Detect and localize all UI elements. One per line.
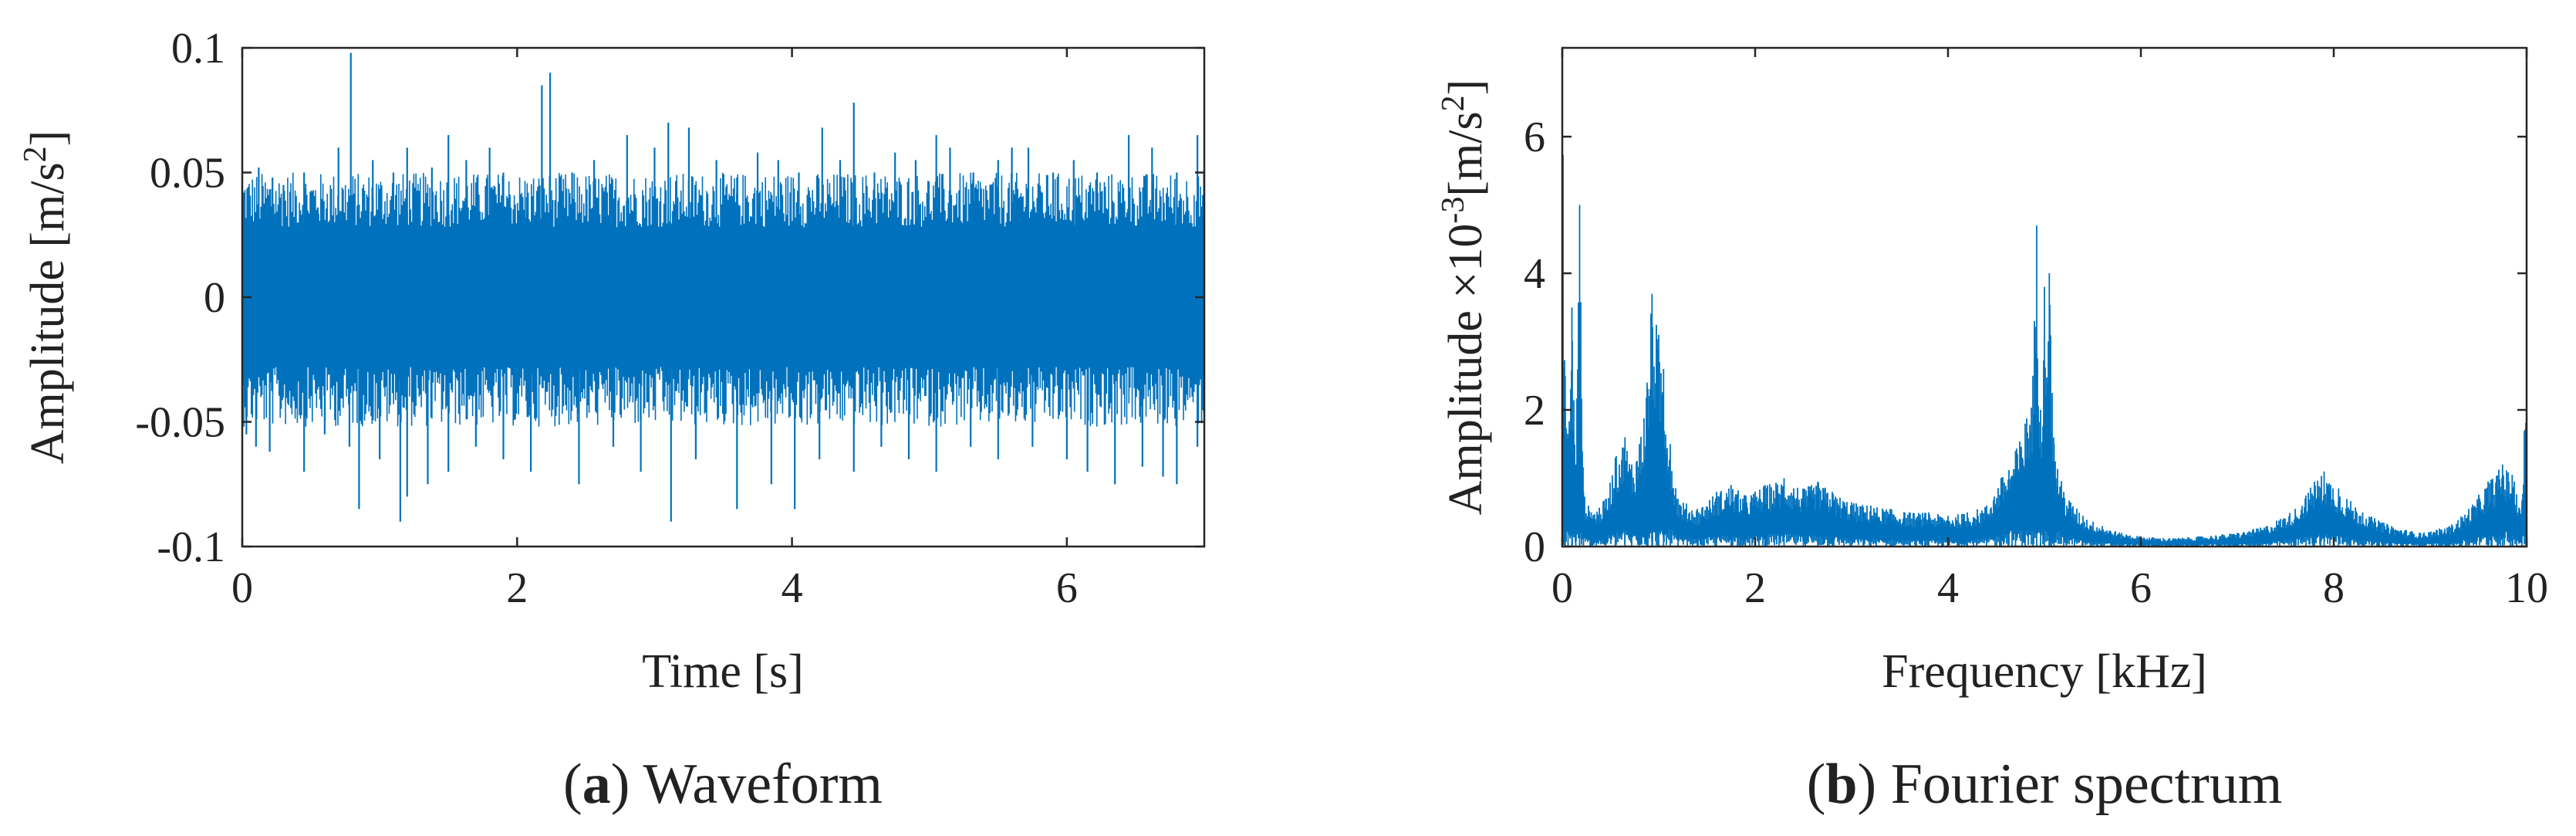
waveform-ylabel-main: Amplitude [m/s [22, 162, 74, 464]
waveform-ticks: 0 2 4 6 -0.1 -0.05 0 0.05 0.1 [135, 25, 1204, 612]
spectrum-axes-box [1561, 46, 2528, 548]
waveform-ylabel-end: ] [22, 130, 74, 147]
waveform-ytick-label: -0.05 [135, 399, 225, 447]
waveform-xtick-label: 2 [506, 564, 528, 612]
spectrum-xtick-label: 2 [1744, 564, 1766, 612]
waveform-noise [241, 172, 1205, 427]
spectrum-ytick-label: 4 [1524, 250, 1545, 298]
waveform-panel: 0 2 4 6 -0.1 -0.05 0 0.05 0.1 Time [s] Amplitude… [18, 25, 1206, 816]
spectrum-ylabel-sup1: -3 [1436, 197, 1471, 224]
spectrum-xtick-label: 4 [1937, 564, 1959, 612]
spectrum-series [1561, 54, 2527, 547]
waveform-ytick-label: 0 [204, 274, 225, 322]
spectrum-xtick-label: 6 [2130, 564, 2152, 612]
waveform-xtick-label: 0 [231, 564, 253, 612]
waveform-xlabel: Time [s] [642, 645, 804, 698]
waveform-ylabel: Amplitude [m/s2] [18, 130, 74, 465]
spectrum-ylabel-main: Amplitude ×10 [1440, 224, 1492, 516]
spectrum-line [1561, 54, 2527, 547]
spectrum-xlabel: Frequency [kHz] [1882, 645, 2207, 698]
spectrum-ylabel-end: ] [1440, 80, 1492, 96]
waveform-xtick-label: 4 [782, 564, 803, 612]
waveform-caption-text: Waveform [643, 753, 883, 816]
spectrum-xtick-label: 10 [2505, 564, 2548, 612]
spectrum-xtick-label: 8 [2323, 564, 2345, 612]
spectrum-caption: (b) Fourier spectrum [1807, 753, 2283, 816]
waveform-ylabel-sup: 2 [18, 146, 53, 162]
spectrum-caption-letter: b [1825, 753, 1857, 816]
spectrum-ytick-label: 0 [1524, 523, 1545, 571]
spectrum-ylabel: Amplitude ×10-3[m/s2] [1436, 80, 1492, 516]
spectrum-xtick-label: 0 [1551, 564, 1573, 612]
waveform-caption-letter: a [582, 753, 611, 816]
waveform-xtick-label: 6 [1056, 564, 1078, 612]
spectrum-ticks: 0 2 4 6 8 10 0 2 4 6 [1524, 48, 2548, 612]
waveform-ytick-label: 0.05 [150, 150, 225, 198]
waveform-ytick-label: 0.1 [171, 25, 225, 73]
waveform-series [241, 52, 1205, 522]
spectrum-caption-text: Fourier spectrum [1891, 753, 2283, 816]
spectrum-ytick-label: 6 [1524, 113, 1545, 161]
spectrum-ylabel-mid: [m/s [1440, 111, 1492, 196]
waveform-caption: (a) Waveform [563, 753, 883, 816]
waveform-ytick-label: -0.1 [157, 523, 225, 571]
spectrum-ytick-label: 2 [1524, 387, 1545, 435]
spectrum-ylabel-sup2: 2 [1436, 95, 1471, 111]
spectrum-panel: 0 2 4 6 8 10 0 2 4 6 Frequency [kHz] Amplitude ×1… [1436, 46, 2548, 816]
